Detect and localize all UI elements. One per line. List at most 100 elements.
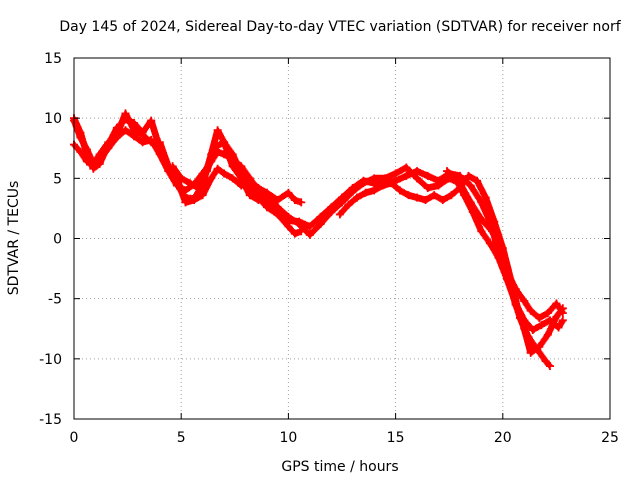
data-point: [89, 159, 98, 168]
data-point: [481, 193, 490, 202]
data-point: [545, 362, 554, 371]
chart-title: Day 145 of 2024, Sidereal Day-to-day VTE…: [59, 19, 621, 35]
data-point: [316, 212, 325, 221]
y-tick-label: 15: [44, 51, 62, 67]
data-point: [552, 299, 561, 308]
data-point: [421, 195, 430, 204]
data-point: [528, 325, 537, 334]
data-point: [338, 193, 346, 202]
data-point: [262, 195, 271, 204]
data-point: [254, 183, 263, 192]
data-point: [498, 244, 507, 253]
data-point: [254, 193, 263, 202]
data-point: [541, 357, 550, 366]
data-point: [473, 176, 482, 185]
data-point: [511, 299, 520, 308]
data-point: [344, 200, 353, 209]
data-point: [297, 227, 306, 236]
data-point: [213, 164, 222, 173]
series-e: [335, 171, 554, 371]
data-point: [370, 186, 379, 195]
data-point: [485, 239, 494, 248]
x-tick-label: 15: [387, 430, 405, 446]
x-tick-label: 5: [177, 430, 186, 446]
series-f: [443, 167, 567, 334]
y-tick-label: 0: [53, 232, 62, 248]
y-tick-label: 10: [44, 111, 62, 127]
data-point: [490, 217, 499, 226]
data-point: [430, 191, 439, 200]
data-point: [455, 171, 464, 180]
data-point: [413, 167, 422, 176]
data-point: [295, 217, 304, 226]
data-point: [202, 167, 211, 176]
data-point: [404, 191, 413, 200]
y-tick-label: 5: [53, 171, 62, 187]
data-point: [194, 183, 203, 192]
data-point: [348, 183, 357, 192]
x-axis-label: GPS time / hours: [281, 459, 398, 475]
data-point: [327, 203, 336, 212]
data-point: [543, 309, 552, 318]
data-point: [558, 309, 567, 318]
data-point: [359, 176, 368, 185]
data-point: [423, 171, 432, 180]
data-point: [228, 174, 237, 183]
data-point: [387, 179, 396, 188]
data-point: [402, 163, 411, 172]
data-point: [524, 333, 533, 342]
data-point: [370, 179, 379, 188]
data-point: [402, 171, 411, 180]
data-point: [520, 316, 529, 325]
data-point: [273, 210, 282, 219]
series-trail: [336, 172, 553, 369]
data-point: [181, 198, 190, 207]
data-point: [316, 220, 325, 229]
data-point: [262, 188, 271, 197]
data-point: [82, 145, 91, 154]
data-point: [155, 138, 164, 147]
data-point: [413, 174, 422, 183]
data-point: [353, 193, 362, 202]
data-point: [177, 174, 186, 183]
y-tick-label: -5: [48, 292, 62, 308]
data-point: [526, 348, 535, 357]
data-point: [466, 181, 475, 190]
data-point: [121, 126, 130, 135]
data-point: [95, 150, 104, 159]
data-point: [361, 188, 370, 197]
data-point: [503, 275, 512, 284]
data-point: [526, 306, 535, 315]
y-tick-label: -15: [39, 412, 62, 428]
data-point: [558, 316, 567, 325]
data-point: [494, 253, 503, 262]
data-point: [533, 345, 542, 354]
data-point: [468, 208, 477, 217]
data-series: [70, 109, 567, 371]
data-point: [378, 181, 387, 190]
data-point: [220, 138, 229, 147]
data-point: [213, 126, 222, 135]
data-point: [104, 138, 113, 147]
data-point: [460, 191, 469, 200]
x-tick-label: 25: [601, 430, 619, 446]
grid: [74, 58, 610, 419]
series-d: [168, 138, 306, 238]
data-point: [391, 169, 400, 178]
data-point: [147, 116, 156, 125]
data-point: [554, 323, 563, 332]
data-point: [168, 162, 177, 171]
y-tick-label: -10: [39, 352, 62, 368]
data-point: [545, 316, 554, 325]
data-point: [237, 181, 246, 190]
data-point: [273, 195, 282, 204]
data-point: [207, 174, 216, 183]
data-point: [413, 193, 422, 202]
data-point: [543, 330, 552, 339]
series-c: [70, 109, 306, 207]
data-point: [211, 143, 220, 152]
data-point: [138, 138, 147, 147]
data-point: [535, 313, 544, 322]
data-point: [423, 183, 432, 192]
